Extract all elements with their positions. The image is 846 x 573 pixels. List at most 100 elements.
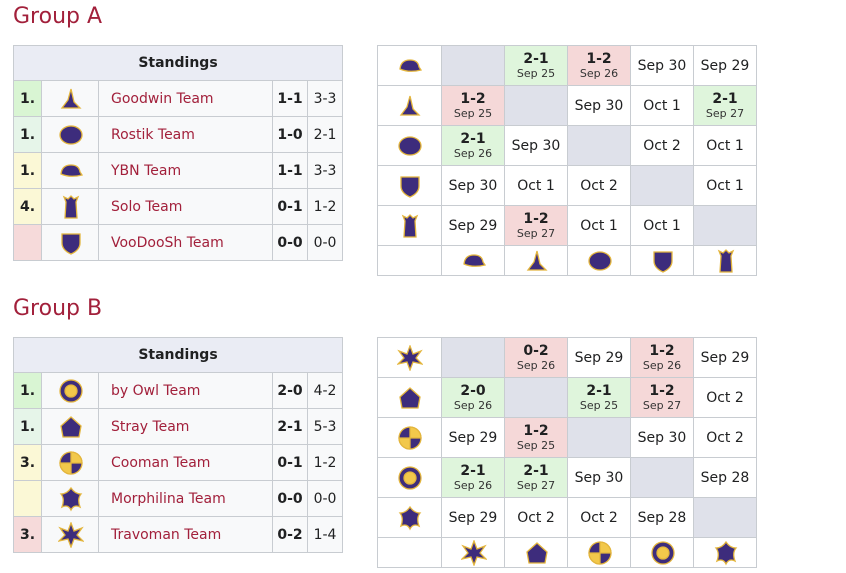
team-icon [59, 451, 83, 475]
date: Sep 25 [516, 66, 556, 80]
team-name: Stray Team [98, 408, 273, 445]
score: 2-1 [523, 50, 549, 67]
game-score: 3-3 [307, 152, 343, 189]
match-cell: Oct 1 [630, 85, 694, 126]
team-name: Morphilina Team [98, 480, 273, 517]
match-cell [441, 337, 505, 378]
row-icon-cell [377, 85, 442, 126]
match-score: 1-0 [272, 116, 308, 153]
rank-cell: 1. [13, 116, 42, 153]
team-icon [61, 233, 81, 255]
match-cell: Oct 1 [630, 205, 694, 246]
date: Oct 2 [706, 429, 744, 446]
match-cell: Sep 28 [630, 497, 694, 538]
date: Sep 25 [453, 106, 493, 120]
match-cell: Sep 30 [630, 417, 694, 458]
team-icon [59, 125, 83, 145]
match-cell: Sep 29 [441, 205, 505, 246]
icon-cell [41, 224, 99, 261]
match-cell: 1-2 Sep 25 [441, 85, 505, 126]
date: Sep 25 [579, 398, 619, 412]
match-cell: Sep 30 [441, 165, 505, 206]
score: 1-2 [649, 382, 675, 399]
match-cell [504, 377, 568, 418]
icon-cell [41, 480, 99, 517]
match-cell: Oct 2 [630, 125, 694, 166]
team-icon [60, 88, 82, 109]
match-cell: Oct 1 [504, 165, 568, 206]
date: Sep 29 [700, 349, 750, 366]
score: 1-2 [586, 50, 612, 67]
team-icon [398, 136, 422, 156]
team-icon [401, 214, 419, 238]
match-score: 2-0 [272, 372, 308, 409]
date: Oct 1 [706, 177, 744, 194]
col-icon-cell [693, 245, 757, 276]
team-icon [587, 251, 612, 271]
match-score: 1-1 [272, 80, 308, 117]
team-icon [587, 541, 612, 565]
date: Sep 30 [574, 469, 624, 486]
group-title: Group B [13, 296, 103, 321]
match-cell: 2-1 Sep 25 [504, 45, 568, 86]
date: Sep 30 [448, 177, 498, 194]
col-icon-cell [441, 245, 505, 276]
match-cell [693, 205, 757, 246]
score: 1-2 [523, 422, 549, 439]
score: 2-1 [586, 382, 612, 399]
match-cell: Sep 30 [630, 45, 694, 86]
date: Sep 29 [448, 429, 498, 446]
date: Oct 1 [517, 177, 555, 194]
team-icon [398, 426, 422, 450]
col-icon-cell [504, 245, 568, 276]
match-cell: Sep 29 [441, 417, 505, 458]
rank-cell [13, 224, 42, 261]
date: Sep 27 [642, 398, 682, 412]
match-cell: 2-1 Sep 26 [441, 125, 505, 166]
match-cell: 1-2 Sep 25 [504, 417, 568, 458]
date: Sep 27 [516, 478, 556, 492]
icon-cell [41, 188, 99, 225]
rank-cell: 4. [13, 188, 42, 225]
team-icon [397, 345, 423, 371]
date: Sep 26 [453, 146, 493, 160]
match-score: 0-2 [272, 516, 308, 553]
match-cell: 1-2 Sep 26 [567, 45, 631, 86]
date: Sep 27 [516, 226, 556, 240]
match-cell: Sep 30 [567, 457, 631, 498]
team-icon [399, 95, 421, 116]
rank-cell: 1. [13, 80, 42, 117]
date: Oct 2 [580, 177, 618, 194]
match-score: 0-0 [272, 224, 308, 261]
match-cell: Oct 2 [567, 497, 631, 538]
match-cell: Sep 28 [693, 457, 757, 498]
game-score: 0-0 [307, 480, 343, 517]
team-name: YBN Team [98, 152, 273, 189]
score: 1-2 [460, 90, 486, 107]
score: 1-2 [649, 342, 675, 359]
date: Oct 1 [580, 217, 618, 234]
game-score: 1-2 [307, 444, 343, 481]
match-score: 0-1 [272, 188, 308, 225]
match-score: 0-1 [272, 444, 308, 481]
team-icon [59, 486, 83, 512]
rank-cell: 3. [13, 516, 42, 553]
date: Sep 29 [448, 217, 498, 234]
col-icon-cell [630, 245, 694, 276]
match-cell: 0-2 Sep 26 [504, 337, 568, 378]
row-icon-cell [377, 45, 442, 86]
icon-cell [41, 372, 99, 409]
team-icon [714, 540, 737, 566]
match-cell: Sep 29 [441, 497, 505, 538]
icon-cell [41, 516, 99, 553]
team-icon [58, 522, 84, 548]
match-cell: 1-2 Sep 26 [630, 337, 694, 378]
match-cell [630, 457, 694, 498]
team-name: Solo Team [98, 188, 273, 225]
team-name: Cooman Team [98, 444, 273, 481]
date: Sep 26 [642, 358, 682, 372]
standings-header: Standings [13, 45, 343, 81]
score: 0-2 [523, 342, 549, 359]
match-cell: 2-0 Sep 26 [441, 377, 505, 418]
game-score: 1-4 [307, 516, 343, 553]
